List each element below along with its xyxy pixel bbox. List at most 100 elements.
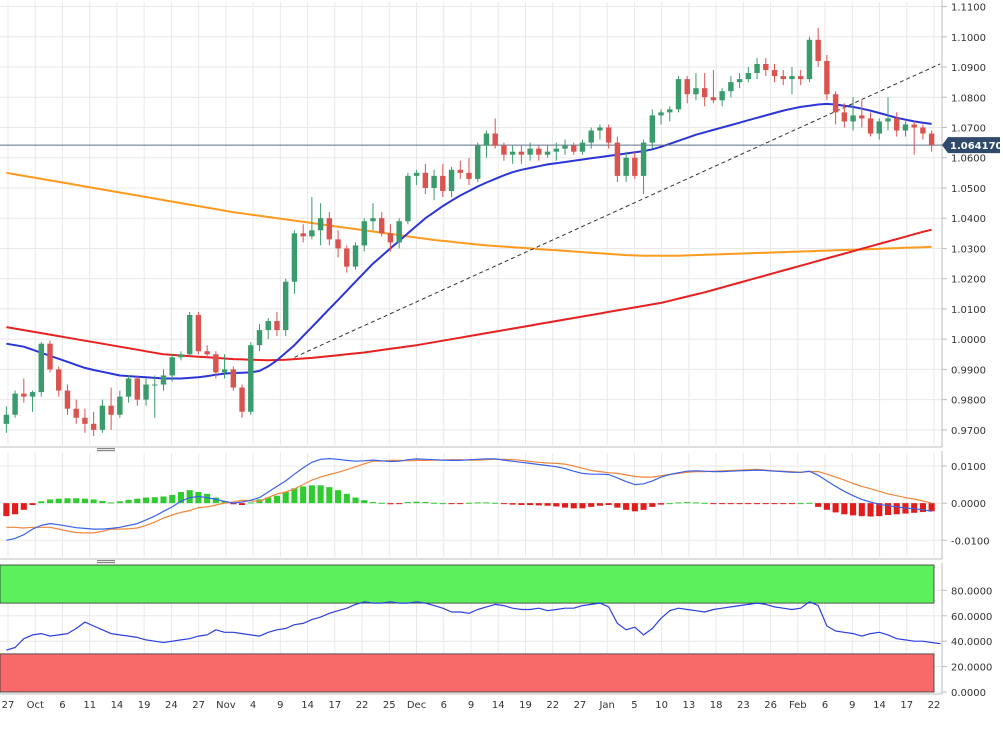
x-tick-label: 23	[737, 700, 750, 711]
x-tick-label: 17	[328, 700, 341, 711]
candle-body	[894, 118, 900, 131]
candle-body	[440, 175, 446, 191]
candle-body	[152, 384, 158, 386]
price-pane: 1.1100 1.1000 1.0900 1.0800 1.0700 1.0600 1.05…	[0, 0, 1000, 448]
price-ytick-label: 1.0100	[951, 305, 986, 316]
macd-histogram-bar	[841, 503, 848, 515]
macd-histogram-bar	[151, 497, 158, 504]
macd-histogram-bar	[509, 503, 516, 505]
candle-body	[448, 169, 455, 191]
price-ytick-label: 0.9800	[951, 396, 986, 407]
candle-body	[815, 39, 821, 61]
macd-histogram-bar	[90, 499, 97, 504]
macd-histogram-bar	[195, 492, 202, 504]
macd-histogram-bar	[544, 503, 551, 506]
macd-histogram-bar	[448, 503, 455, 505]
macd-histogram-bar	[483, 502, 490, 504]
candle-body	[82, 417, 88, 424]
macd-line	[6, 458, 932, 541]
price-ytick-label: 1.1000	[951, 33, 986, 44]
candle-body	[239, 387, 245, 412]
macd-histogram-bar	[46, 499, 54, 504]
candle-body	[274, 321, 280, 331]
rsi-ytick-label: 40.0000	[951, 637, 992, 648]
price-ytick-label: 0.9700	[951, 426, 986, 437]
candle-body	[309, 230, 315, 237]
macd-histogram-bar	[431, 502, 438, 504]
macd-histogram-bar	[527, 503, 534, 505]
macd-histogram-bar	[457, 503, 464, 505]
candle-body	[3, 414, 10, 424]
macd-histogram-bar	[108, 502, 115, 504]
macd-histogram-bar	[238, 503, 246, 505]
macd-histogram-bar	[335, 490, 342, 504]
rsi-oversold-zone	[0, 653, 935, 693]
macd-histogram-bar	[422, 502, 429, 504]
candle-body	[902, 124, 909, 131]
macd-histogram-bar	[684, 502, 691, 504]
macd-histogram-bar	[500, 503, 507, 505]
candle-body	[431, 175, 437, 188]
macd-histogram-bar	[64, 498, 71, 504]
x-tick-label: 14	[492, 700, 505, 711]
macd-histogram-bar	[439, 503, 446, 505]
macd-histogram-bar	[369, 502, 377, 504]
candle-body	[405, 175, 411, 222]
macd-histogram-bar	[326, 487, 333, 504]
candle-body	[256, 330, 263, 346]
candle-body	[492, 133, 498, 146]
x-tick-label: 9	[277, 700, 283, 711]
macd-histogram-bar	[38, 501, 45, 504]
macd-histogram-bar	[99, 500, 106, 504]
candle-body	[379, 218, 385, 234]
x-tick-label: 27	[2, 700, 15, 711]
candle-body	[745, 73, 752, 80]
candle-body	[518, 151, 525, 155]
rsi-overbought-zone	[0, 564, 935, 604]
rsi-ytick-label: 80.0000	[951, 586, 992, 597]
candle-body	[134, 378, 141, 400]
x-tick-label: 14	[873, 700, 886, 711]
macd-histogram-bar	[387, 503, 394, 505]
macd-histogram-bar	[745, 503, 752, 505]
macd-histogram-bar	[928, 503, 935, 512]
candle-body	[352, 245, 359, 267]
macd-histogram-bar	[282, 492, 289, 504]
macd-histogram-bar	[649, 503, 656, 507]
candle-body	[108, 405, 114, 415]
x-tick-label: 26	[764, 700, 777, 711]
candle-body	[588, 130, 594, 143]
macd-histogram-bar	[771, 503, 778, 505]
macd-histogram-bar	[3, 503, 10, 517]
macd-histogram-bar	[579, 503, 586, 509]
last-price-badge-bg	[942, 137, 1000, 154]
macd-histogram-bar	[465, 502, 473, 504]
macd-histogram-bar	[404, 502, 411, 504]
macd-histogram-bar	[823, 503, 830, 510]
candle-body	[701, 88, 708, 98]
candle-body	[736, 79, 743, 83]
price-ytick-label: 0.9900	[951, 365, 986, 376]
x-tick-label: 6	[441, 700, 447, 711]
candle-body	[536, 148, 542, 155]
rsi-ytick-label: 60.0000	[951, 612, 992, 623]
macd-histogram-bar	[553, 503, 560, 507]
macd-histogram-bar	[116, 501, 123, 504]
candle-body	[186, 314, 193, 355]
candle-body	[195, 314, 202, 352]
candle-body	[125, 378, 132, 397]
candle-body	[614, 142, 621, 176]
candle-body	[21, 393, 27, 397]
price-ytick-label: 1.0300	[951, 244, 986, 255]
macd-histogram-bar	[876, 503, 883, 517]
candle-body	[562, 145, 568, 149]
macd-histogram-bar	[884, 503, 892, 516]
candle-body	[47, 343, 53, 370]
macd-histogram-bar	[701, 502, 708, 504]
candle-body	[178, 354, 184, 358]
price-ytick-label: 1.0000	[951, 335, 986, 346]
candle-body	[64, 390, 71, 409]
candle-body	[867, 118, 874, 134]
macd-histogram-bar	[588, 503, 595, 507]
rsi-ytick-label: 0.0000	[951, 688, 986, 699]
